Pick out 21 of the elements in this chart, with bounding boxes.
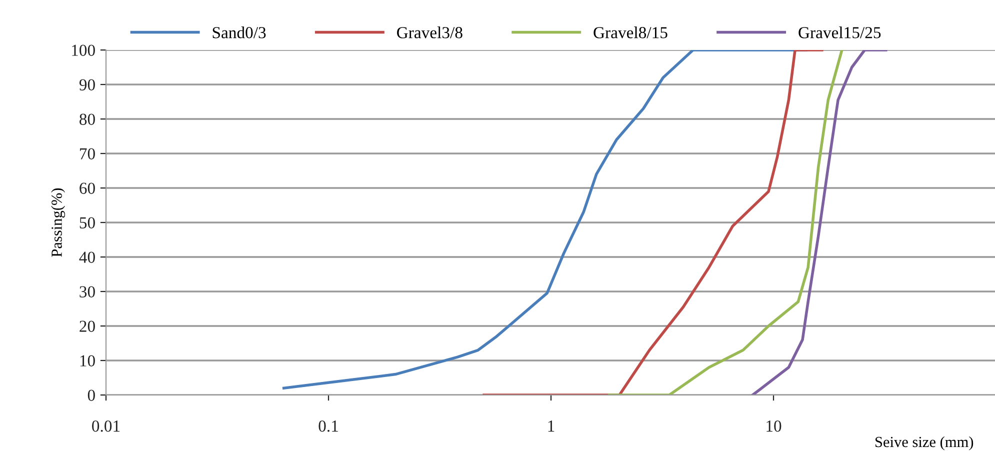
x-tick-label: 0.01: [92, 420, 120, 432]
y-tick-label: 50: [80, 217, 95, 228]
y-tick-label: 20: [80, 320, 95, 332]
y-tick-label: 60: [80, 182, 95, 194]
y-tick-label: 100: [72, 44, 95, 56]
y-tick-label: 0: [88, 390, 95, 401]
x-tick-label: 1: [548, 420, 554, 432]
y-tick-label: 40: [79, 252, 95, 263]
y-tick-label: 70: [80, 148, 95, 160]
y-tick-label: 90: [79, 79, 95, 90]
y-tick-label: 80: [80, 114, 95, 125]
y-tick-label: 10: [80, 355, 95, 366]
x-tick-label: 10: [766, 420, 782, 432]
legend-label: Gravel3/8: [397, 26, 462, 38]
legend-label: Gravel8/15: [594, 26, 668, 38]
y-axis-title: Passing(%): [51, 188, 66, 257]
legend-label: Sand0/3: [212, 26, 266, 38]
x-tick-label: 0.1: [318, 420, 338, 432]
x-axis-title: Seive size (mm): [875, 436, 974, 450]
legend-label: Gravel15/25: [798, 26, 881, 38]
y-tick-label: 30: [80, 286, 95, 298]
